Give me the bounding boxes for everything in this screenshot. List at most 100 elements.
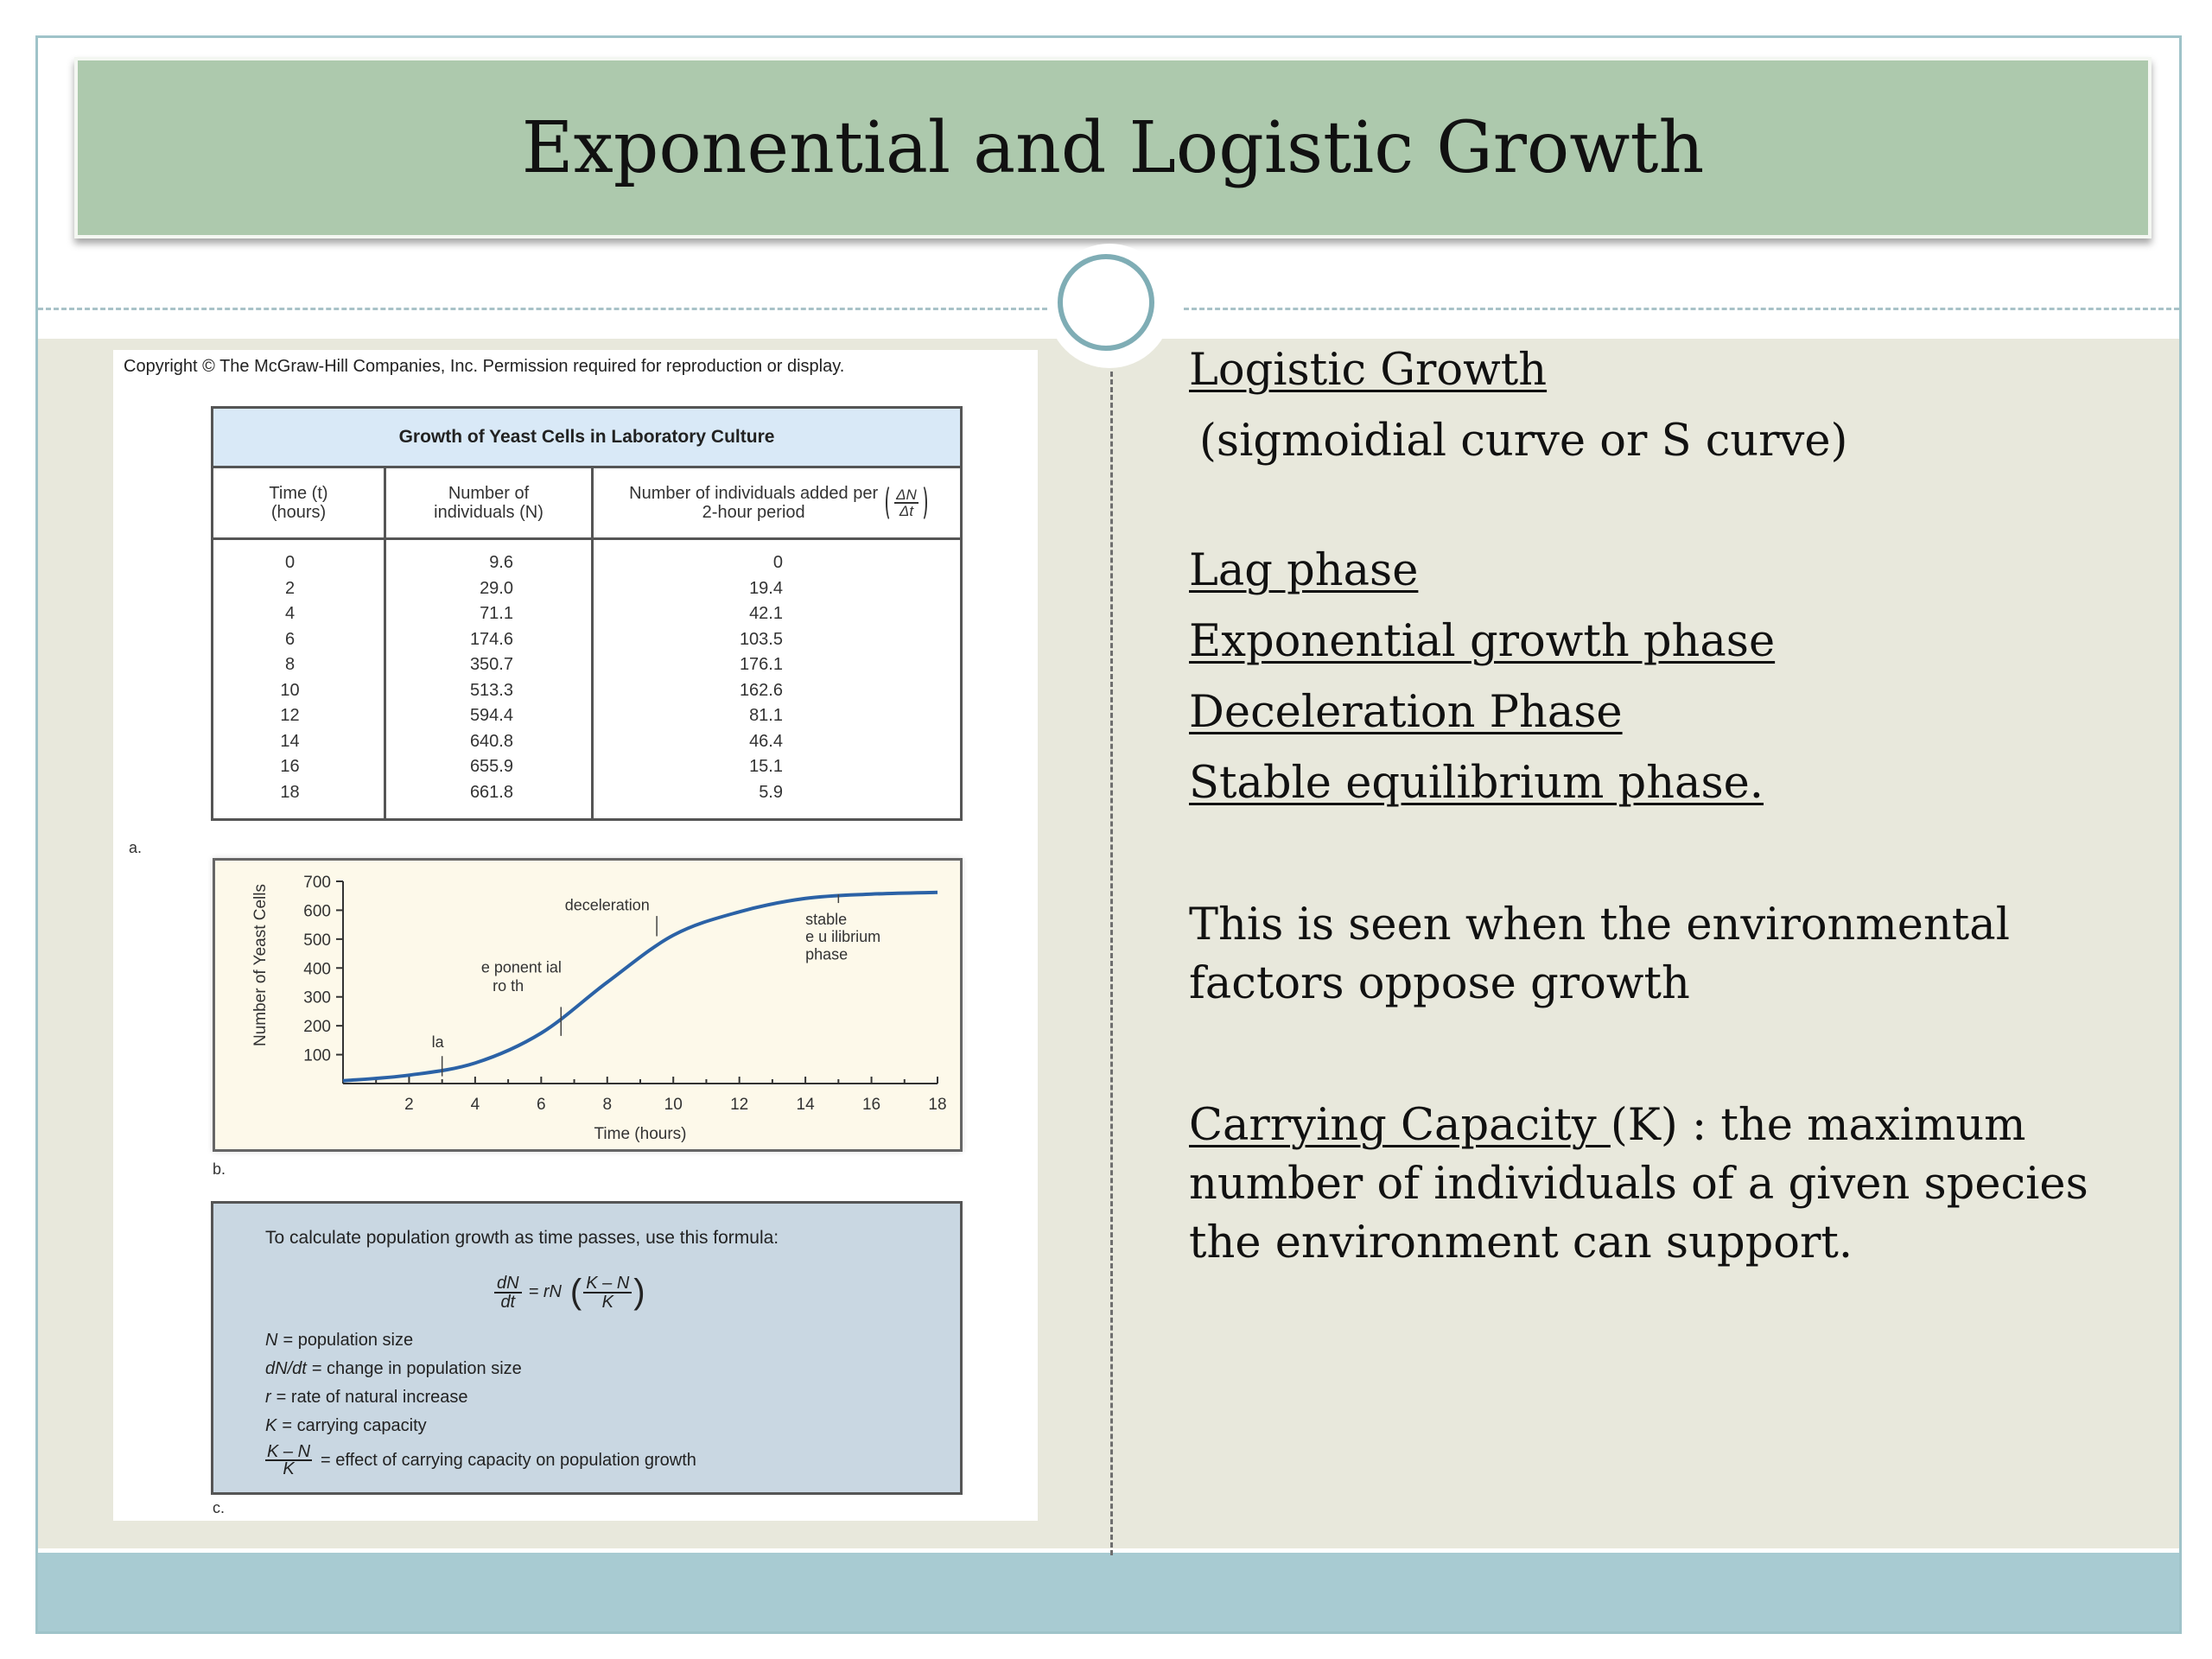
definition-list: N = population size dN/dt = change in popu…	[265, 1326, 696, 1478]
growth-curve	[342, 890, 938, 1083]
phase-lag: Lag phase	[1189, 545, 1419, 596]
x-axis-label: Time (hours)	[594, 1125, 687, 1143]
table-cell-number: 9.6	[489, 553, 513, 572]
title-band: Exponential and Logistic Growth	[74, 57, 2152, 238]
table-cell-time: 18	[280, 782, 300, 802]
annotation-equilibrium: e u ilibrium	[805, 928, 880, 945]
formula-equation: dN dt = rN ( K – N K )	[494, 1273, 647, 1312]
header-time: Time (t) (hours)	[213, 468, 386, 537]
x-tick-label: 10	[664, 1096, 683, 1114]
definition-row: K – N K = effect of carrying capacity on…	[265, 1442, 696, 1478]
table-cell-number: 661.8	[469, 782, 513, 802]
table-cell-added: 5.9	[759, 782, 783, 802]
definition-row: K = carrying capacity	[265, 1416, 427, 1435]
x-tick-label: 6	[537, 1096, 546, 1114]
table-title: Growth of Yeast Cells in Laboratory Cult…	[213, 409, 960, 468]
y-tick-label: 600	[303, 902, 331, 920]
table-cell-number: 71.1	[480, 604, 513, 623]
y-tick-label: 700	[303, 874, 331, 892]
footer-band	[38, 1553, 2179, 1631]
table-cell-added: 46.4	[749, 731, 783, 751]
table-cell-time: 10	[280, 680, 300, 700]
column-added: 0 19.4 42.1 103.5 176.1 162.6 81.1 46.4 15.1 5.9	[594, 540, 960, 821]
definition-row: N = population size	[265, 1331, 414, 1350]
definition-row: r = rate of natural increase	[265, 1388, 468, 1407]
y-axis-label: Number of Yeast Cells	[251, 884, 270, 1046]
table-cell-time: 14	[280, 731, 300, 751]
figure-panel: Copyright © The McGraw-Hill Companies, I…	[113, 350, 1038, 1521]
y-tick-label: 400	[303, 960, 331, 978]
x-tick-label: 2	[404, 1096, 414, 1114]
column-time: 0 2 4 6 8 10 12 14 16 18	[213, 540, 386, 821]
circle-ornament	[1047, 244, 1172, 368]
table-cell-added: 81.1	[749, 706, 783, 725]
equals-rn: = rN	[528, 1282, 562, 1301]
header-dash-right	[1184, 308, 2179, 310]
table-cell-number: 655.9	[469, 757, 513, 776]
table-cell-added: 162.6	[739, 680, 783, 700]
phase-stable: Stable equilibrium phase.	[1189, 758, 1764, 809]
table-cell-number: 640.8	[469, 731, 513, 751]
phase-exponential: Exponential growth phase	[1189, 616, 1776, 667]
delta-fraction: ΔN Δt	[886, 484, 927, 522]
x-tick-label: 16	[862, 1096, 880, 1114]
header-added: Number of individuals added per 2-hour p…	[594, 468, 960, 537]
table-cell-time: 12	[280, 706, 300, 725]
carrying-capacity-term: Carrying Capacity	[1189, 1100, 1611, 1151]
table-cell-number: 29.0	[480, 578, 513, 598]
phase-deceleration: Deceleration Phase	[1189, 687, 1623, 738]
formula-panel: To calculate population growth as time p…	[211, 1201, 963, 1495]
table-cell-time: 4	[284, 604, 296, 623]
panel-label-a: a.	[129, 839, 143, 856]
growth-chart: 100 200 300 400 500 600 700 2 4 6 8 10 12 14 16 18 Time …	[213, 858, 963, 1152]
table-header-row: Time (t) (hours) Number of individuals (…	[213, 468, 960, 540]
carrying-capacity-paragraph: Carrying Capacity (K) : the maximum numb…	[1189, 1096, 2139, 1273]
table-cell-time: 16	[280, 757, 300, 776]
panel-label-c: c.	[213, 1499, 226, 1516]
panel-label-b: b.	[213, 1160, 226, 1178]
lhs-fraction: dN dt	[494, 1274, 522, 1311]
x-tick-label: 18	[928, 1096, 946, 1114]
header-number: Number of individuals (N)	[386, 468, 594, 537]
yeast-table: Growth of Yeast Cells in Laboratory Cult…	[211, 406, 963, 821]
table-cell-number: 350.7	[469, 655, 513, 674]
y-tick-label: 200	[303, 1018, 331, 1036]
logistic-heading: Logistic Growth	[1189, 345, 1548, 396]
table-cell-added: 19.4	[749, 578, 783, 598]
slide-title: Exponential and Logistic Growth	[521, 106, 1705, 189]
rhs-fraction: K – N K	[583, 1274, 632, 1311]
table-cell-number: 513.3	[469, 680, 513, 700]
table-cell-time: 6	[284, 629, 296, 649]
table-cell-added: 42.1	[749, 604, 783, 623]
table-cell-added: 176.1	[739, 655, 783, 674]
x-tick-label: 12	[730, 1096, 748, 1114]
annotation-stable: stable	[805, 911, 847, 928]
logistic-subheading: (sigmoidial curve or S curve)	[1199, 416, 1848, 467]
growth-chart-svg: 100 200 300 400 500 600 700 2 4 6 8 10 12 14 16 18 Time …	[251, 874, 947, 1143]
annotation-lag: la	[432, 1033, 445, 1051]
right-text-column: Logistic Growth (sigmoidial curve or S c…	[1189, 341, 2139, 1273]
annotation-deceleration: deceleration	[565, 896, 650, 913]
table-cell-time: 0	[284, 553, 296, 572]
definition-row: dN/dt = change in population size	[265, 1359, 522, 1378]
header-dash-left	[38, 308, 1047, 310]
carrying-capacity-definition: (K) : the maximum number of individuals …	[1189, 1100, 2088, 1268]
annotation-exponential: e ponent ial	[481, 958, 562, 976]
table-cell-number: 174.6	[469, 629, 513, 649]
table-cell-number: 594.4	[469, 706, 513, 725]
table-cell-added: 103.5	[739, 629, 783, 649]
table-cell-added: 15.1	[749, 757, 783, 776]
column-number: 9.6 29.0 71.1 174.6 350.7 513.3 594.4 640.8 655.…	[386, 540, 594, 821]
circle-ring	[1058, 254, 1154, 351]
table-cell-time: 8	[284, 655, 296, 674]
column-divider	[1110, 372, 1113, 1555]
x-tick-label: 4	[471, 1096, 480, 1114]
x-tick-label: 8	[602, 1096, 612, 1114]
table-cell-time: 2	[284, 578, 296, 598]
formula-intro: To calculate population growth as time p…	[265, 1228, 779, 1248]
y-tick-label: 300	[303, 989, 331, 1007]
annotation-phase: phase	[805, 945, 848, 963]
y-tick-label: 500	[303, 931, 331, 950]
annotation-growth: ro th	[493, 977, 524, 995]
x-tick-label: 14	[797, 1096, 816, 1114]
